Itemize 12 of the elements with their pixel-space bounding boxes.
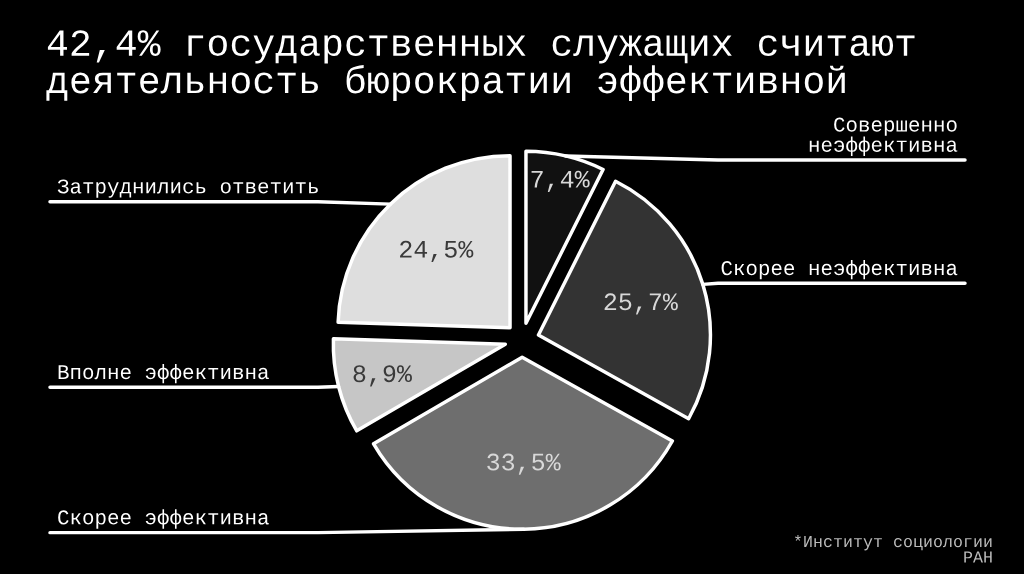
- text: *Институт социологии РАН: [794, 534, 992, 563]
- slice-label: Вполне эффективна: [58, 363, 269, 384]
- slice-label: Совершенно неэффективна: [809, 117, 958, 156]
- slice-label: Скорее эффективна: [58, 509, 269, 529]
- chart-title: 42,4% государственных служащих считают деятельность бюрократии эффективной: [46, 30, 915, 101]
- data-label: 25,7%: [604, 293, 678, 315]
- data-label: 8,9%: [353, 365, 412, 387]
- slice-label: Затруднились ответить: [57, 179, 318, 198]
- data-label: 33,5%: [487, 453, 561, 475]
- data-label: 7,4%: [531, 170, 590, 192]
- data-label: 24,5%: [400, 240, 474, 262]
- slice-label: Скорее неэффективна: [721, 259, 958, 280]
